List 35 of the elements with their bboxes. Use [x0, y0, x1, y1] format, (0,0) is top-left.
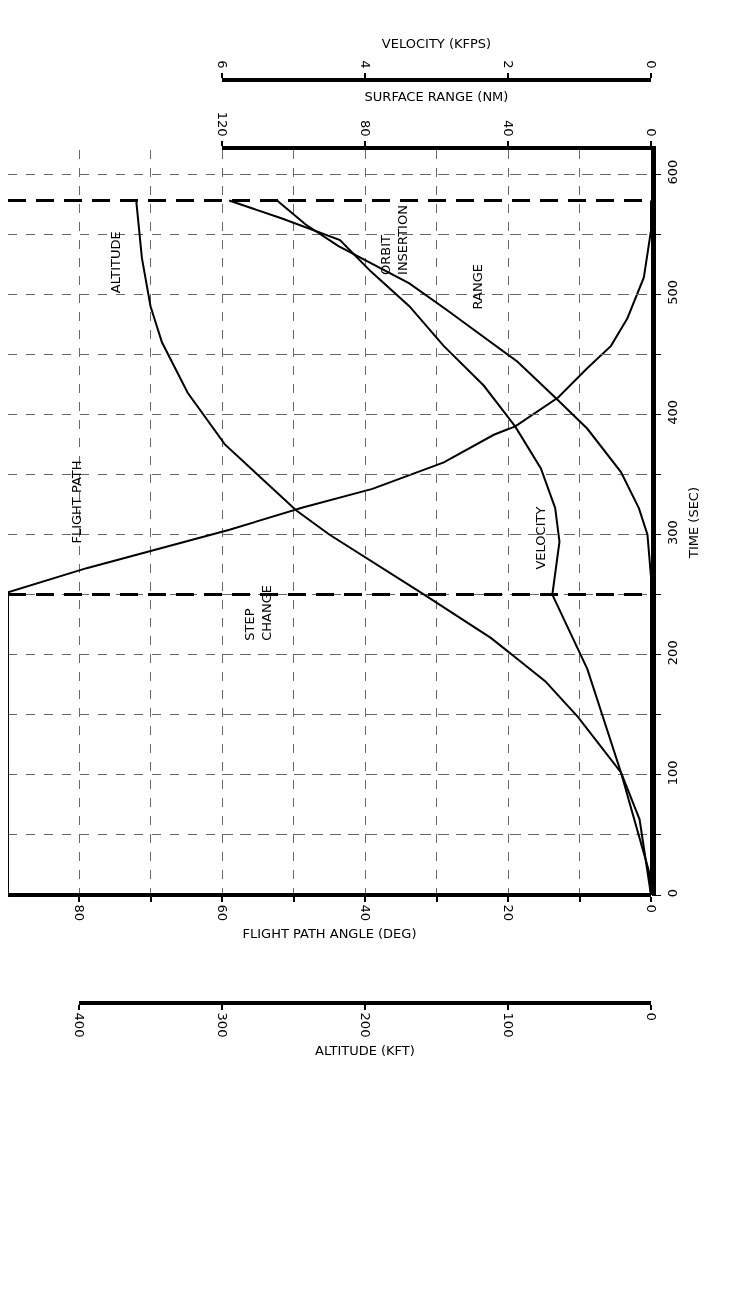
x-tick-label: 20 — [500, 904, 516, 922]
x-tick-label: 80 — [72, 904, 88, 922]
y-tick-label: 600 — [664, 159, 680, 185]
y-tick-label: 200 — [664, 640, 680, 666]
x-tick-label: 60 — [215, 904, 231, 922]
x2-tick-label: 120 — [214, 111, 230, 137]
x2-tick-label: 40 — [500, 119, 516, 137]
annotation: RANGE — [470, 264, 486, 310]
x-tick-label: 200 — [357, 1012, 373, 1038]
x-tick-label: 100 — [500, 1012, 516, 1038]
x2-axis-title: SURFACE RANGE (NM) — [364, 89, 509, 105]
x-tick-label: 40 — [357, 904, 373, 922]
x2-tick-label: 0 — [643, 60, 659, 69]
x2-axis-title: VELOCITY (KFPS) — [381, 35, 492, 51]
y-tick-label: 500 — [664, 279, 680, 305]
y-axis-title: TIME (SEC) — [686, 486, 702, 560]
y-tick-label: 100 — [664, 760, 680, 786]
x-tick-label: 0 — [643, 1012, 659, 1021]
y-tick-label: 400 — [664, 399, 680, 425]
x-tick-label: 0 — [643, 904, 659, 913]
x2-tick-label: 80 — [357, 119, 373, 137]
x2-tick-label: 2 — [500, 60, 516, 69]
annotation: FLIGHT PATH — [68, 460, 84, 544]
x2-tick-label: 6 — [214, 60, 230, 69]
x-axis-title: ALTITUDE (KFT) — [315, 1042, 415, 1058]
annotation: VELOCITY — [533, 506, 549, 570]
x-tick-label: 300 — [214, 1012, 230, 1038]
annotation: ORBIT INSERTION — [377, 205, 410, 275]
y-tick-label: 300 — [664, 520, 680, 545]
x2-tick-label: 4 — [357, 60, 373, 69]
y-tick-label: 0 — [664, 888, 680, 898]
annotation: ALTITUDE — [107, 231, 123, 294]
x2-tick-label: 0 — [643, 128, 659, 137]
x-axis-title: FLIGHT PATH ANGLE (DEG) — [242, 926, 417, 942]
x-tick-label: 400 — [71, 1012, 87, 1038]
